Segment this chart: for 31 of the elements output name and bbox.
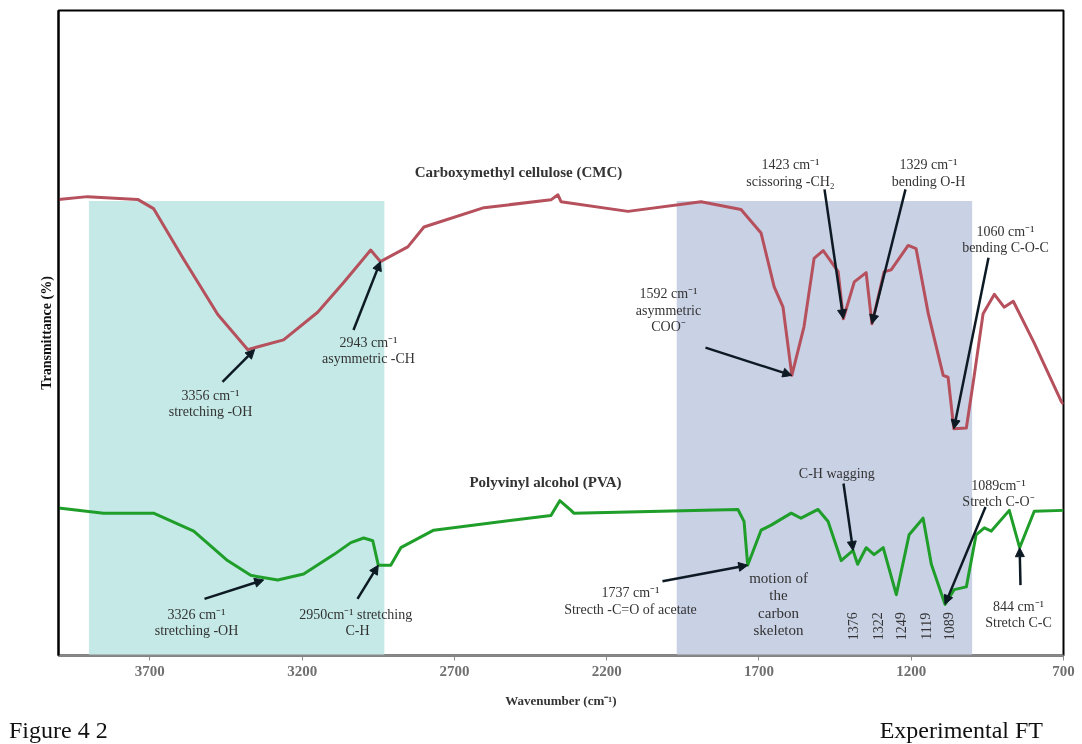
annotation: 1376 (845, 612, 861, 641)
annotation: motion of the carbon skeleton (749, 569, 808, 639)
annotation: 1322 (870, 612, 886, 641)
annotation: 1423 cm⁻¹ scissoring -CH₂ (746, 157, 835, 189)
x-tick-label: 1700 (743, 662, 774, 679)
annotation: 1060 cm⁻¹ bending C-O-C (962, 223, 1049, 256)
annotation: 1119 (918, 612, 934, 640)
x-tick-label: 3700 (134, 662, 165, 679)
x-tick-label: 1200 (896, 662, 927, 679)
annotation: 1592 cm⁻¹ asymmetric COO⁻ (635, 286, 702, 335)
series-label: Polyvinyl alcohol (PVA) (469, 473, 622, 491)
annotation: C-H wagging (798, 465, 875, 481)
x-tick-label: 3200 (287, 662, 318, 679)
text: Carboxymethyl cellulose (CMC) (414, 163, 623, 181)
annotation: 3356 cm⁻¹ stretching -OH (168, 387, 253, 420)
annotation: 3326 cm⁻¹ stretching -OH (154, 606, 239, 639)
y-axis-title: Transmittance (%) (38, 275, 55, 390)
annotation: 2943 cm⁻¹ asymmetric -CH (322, 334, 415, 367)
x-tick-label: 2200 (591, 662, 622, 679)
annotation: 2950cm⁻¹ stretching C-H (299, 606, 413, 639)
annotation: 844 cm⁻¹ Stretch C-C (985, 598, 1052, 631)
annotation: 1737 cm⁻¹ Strecth -C=O of acetate (564, 585, 697, 617)
annotation: 1249 (893, 612, 909, 641)
annotation: 1089 (941, 612, 957, 641)
x-axis-title: Wavenumber (cm⁻¹) (505, 692, 617, 708)
caption: Figure 4 2 (9, 716, 108, 744)
annotation: 1329 cm⁻¹ bending O-H (891, 157, 966, 189)
text: Experimental FT (879, 716, 1043, 744)
annotation: 1089cm⁻¹ Stretch C-O⁻ (962, 477, 1035, 510)
x-tick-label: 700 (1052, 662, 1075, 679)
x-tick-label: 2700 (439, 662, 470, 679)
